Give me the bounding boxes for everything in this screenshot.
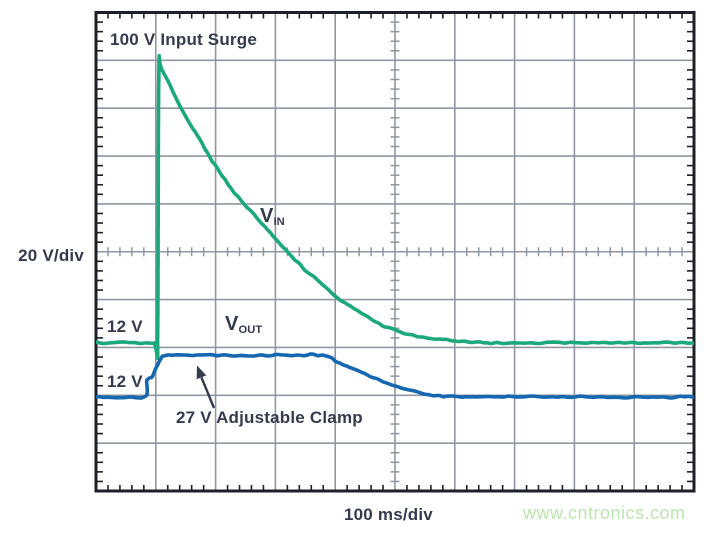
- vin-label-sub: IN: [273, 216, 285, 229]
- y-scale-label: 20 V/div: [18, 246, 84, 265]
- trace-layer: [96, 54, 694, 400]
- vin-trace: [96, 54, 694, 360]
- vout-baseline-label: 12 V: [107, 372, 143, 391]
- vout-label-main: V: [225, 313, 239, 335]
- vin-trace-label: VIN: [260, 206, 285, 229]
- vin-label-main: V: [260, 205, 274, 227]
- chart-title: 100 V Input Surge: [110, 30, 257, 49]
- watermark: www.cntronics.com: [523, 503, 686, 523]
- vin-baseline-label: 12 V: [107, 317, 143, 336]
- vout-label-sub: OUT: [238, 324, 263, 337]
- clamp-arrow: [196, 365, 216, 409]
- clamp-annotation: 27 V Adjustable Clamp: [176, 408, 363, 427]
- vout-trace: [96, 352, 694, 400]
- scope-grid: [94, 11, 696, 493]
- vout-trace-label: VOUT: [225, 314, 262, 337]
- x-scale-label: 100 ms/div: [344, 505, 433, 524]
